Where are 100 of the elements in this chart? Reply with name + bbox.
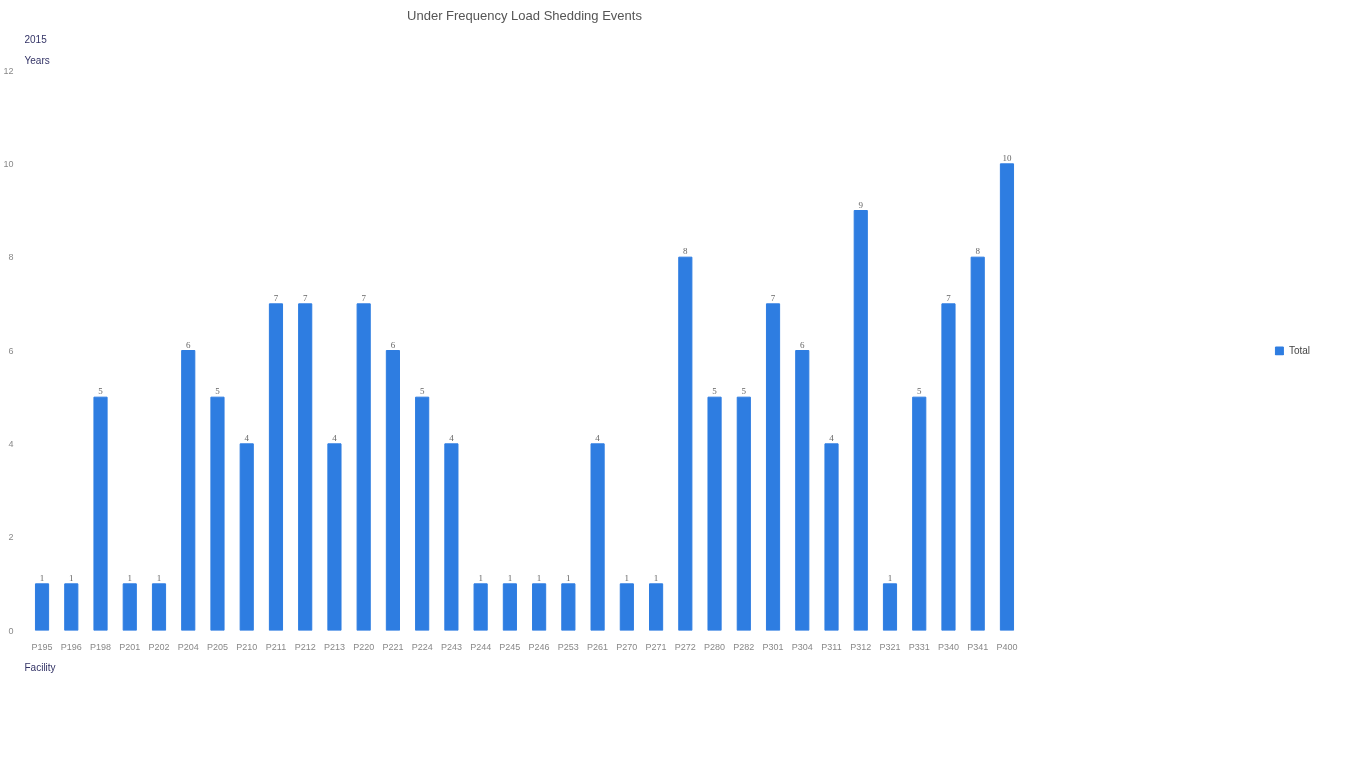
y-tick-label: 8 [8,252,14,263]
data-label: 10 [1002,152,1012,163]
data-label: 6 [185,339,191,350]
text: Facility [24,661,56,673]
x-tick-label: P211 [265,641,287,652]
bar [795,350,810,631]
data-label: 4 [449,432,455,443]
bar [736,396,751,631]
data-label: 7 [302,292,308,303]
data-label: 7 [273,292,279,303]
x-tick-label: P282 [733,641,755,652]
bar [356,303,371,631]
x-tick-label: P304 [791,641,813,652]
data-label: 6 [390,339,396,350]
chart-title: Under Frequency Load Shedding Events [407,7,643,23]
x-tick-label: P270 [616,641,638,652]
bar [473,583,488,631]
bar [707,396,722,631]
bar [678,256,693,631]
data-label: 1 [566,572,571,583]
data-label: 1 [39,572,45,583]
x-tick-label: P210 [236,641,258,652]
bar [824,443,839,631]
x-tick-label: P195 [31,641,53,652]
x-tick-label: P246 [528,641,550,652]
y-tick-label: 12 [3,65,14,76]
x-tick-label: P301 [762,641,784,652]
data-label: 1 [536,572,542,583]
data-label: 6 [800,339,806,350]
data-label: 4 [244,432,250,443]
bar [649,583,664,631]
y-tick-label: 6 [8,345,14,356]
y-tick-label: 10 [3,158,14,169]
bar [210,396,225,631]
x-tick-label: P204 [177,641,199,652]
data-label: 1 [478,572,483,583]
data-label: 7 [361,292,367,303]
data-label: 1 [653,572,659,583]
x-tick-label: P244 [470,641,492,652]
bar [590,443,605,631]
x-tick-label: P321 [879,641,901,652]
bar [532,583,547,631]
data-label: 5 [215,386,221,397]
x-tick-label: P220 [353,641,375,652]
bar [327,443,342,631]
bar [999,163,1015,631]
x-tick-label: P224 [411,641,433,652]
bar [941,303,956,631]
bar [415,396,430,631]
bar [619,583,634,631]
data-label: 1 [887,572,893,583]
data-label: 4 [829,432,835,443]
data-label: 1 [127,572,133,583]
bar [970,256,985,631]
x-tick-label: P221 [382,641,404,652]
data-label: 4 [332,432,338,443]
x-tick-label: P311 [821,641,842,652]
x-tick-label: P205 [206,641,228,652]
data-label: 1 [156,572,162,583]
data-label: 8 [683,246,689,257]
bar [502,583,517,631]
x-tick-label: P341 [967,641,989,652]
x-tick-label: P271 [645,641,667,652]
y-tick-label: 2 [8,532,14,543]
bar [853,210,868,631]
x-tick-label: P340 [937,641,959,652]
x-tick-label: P198 [90,641,112,652]
data-label: 1 [507,572,513,583]
bar [122,583,137,631]
bar [64,583,79,631]
data-label: 7 [946,292,952,303]
bar [561,583,576,631]
data-label: 7 [770,292,776,303]
x-tick-label: P400 [996,641,1018,652]
text: Years [24,54,50,66]
bar [181,350,196,631]
legend-label: Total [1288,344,1311,356]
x-tick-label: P312 [850,641,872,652]
data-label: 5 [419,386,425,397]
bar [34,583,50,631]
x-tick-label: P272 [674,641,696,652]
x-tick-label: P201 [119,641,141,652]
x-tick-label: P253 [557,641,579,652]
data-label: 5 [741,386,747,397]
data-label: 1 [624,572,630,583]
data-label: 4 [595,432,601,443]
bar [882,583,898,631]
bar [239,443,254,631]
x-tick-label: P280 [704,641,726,652]
bar [93,396,108,631]
x-tick-label: P261 [587,641,609,652]
x-tick-label: P331 [908,641,930,652]
x-tick-label: P202 [148,641,170,652]
y-tick-label: 4 [8,438,14,449]
bar [765,303,781,631]
data-label: 1 [69,572,74,583]
x-tick-label: P212 [294,641,316,652]
x-tick-label: P213 [323,641,345,652]
bar [444,443,459,631]
text: 2015 [24,33,48,45]
